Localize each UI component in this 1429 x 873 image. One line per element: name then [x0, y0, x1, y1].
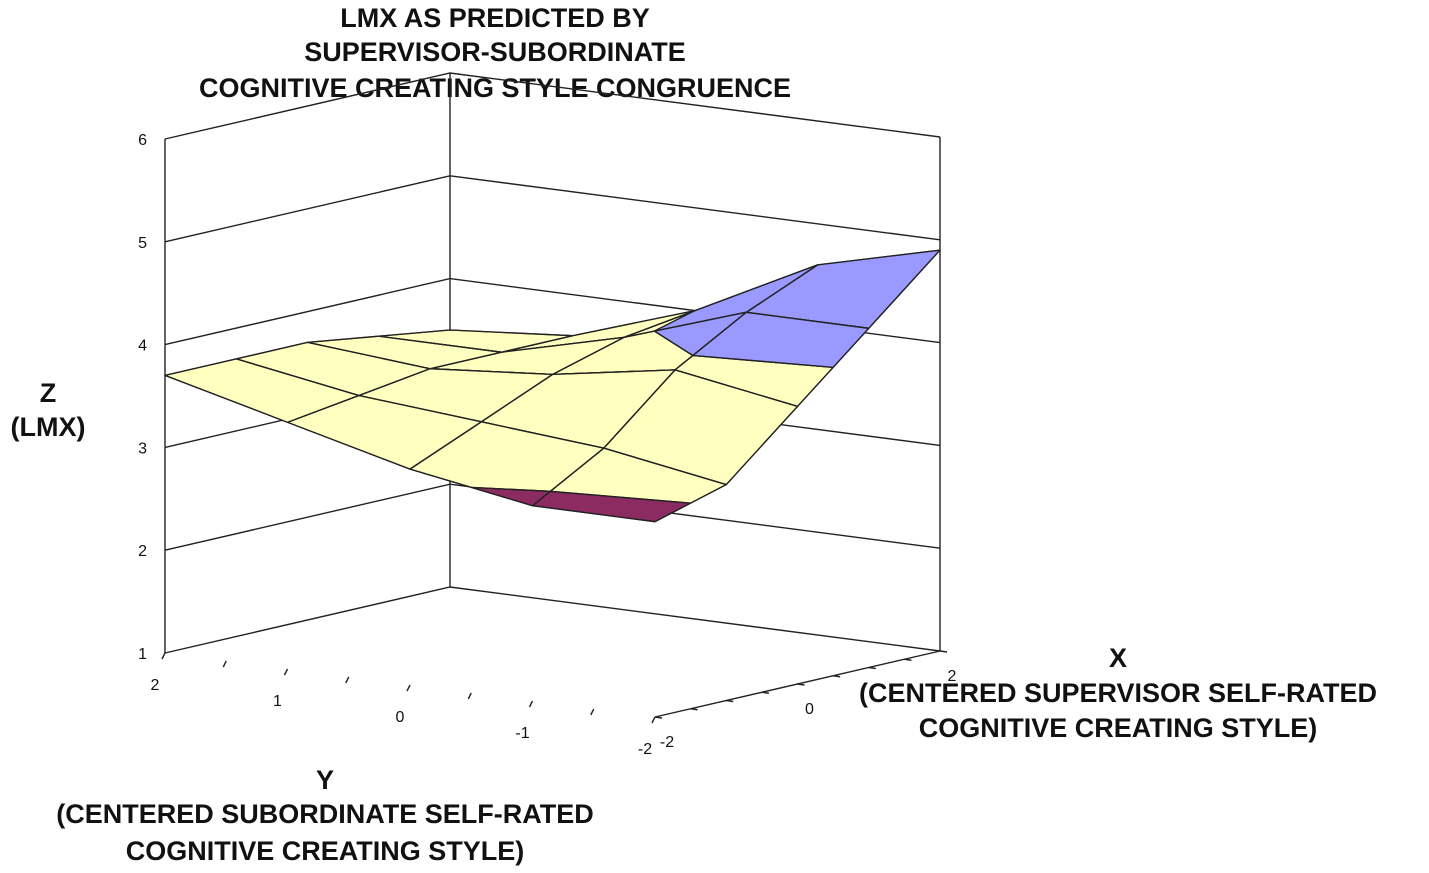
x-tick-label: 2: [948, 668, 957, 685]
z-axis-title-line-2: (LMX): [11, 412, 86, 442]
x-axis-title-line-2: (CENTERED SUPERVISOR SELF-RATED: [859, 678, 1377, 708]
title-line-2: SUPERVISOR-SUBORDINATE: [304, 37, 686, 67]
x-tick-mark: [654, 716, 663, 719]
x-tick-mark: [868, 666, 876, 670]
y-tick-mark: [222, 660, 227, 668]
surface-plot: [164, 249, 941, 523]
x-tick-mark: [833, 675, 841, 678]
y-axis-title-line-3: COGNITIVE CREATING STYLE): [126, 836, 525, 866]
x-tick-mark: [939, 650, 948, 653]
x-tick-mark: [761, 691, 769, 694]
y-tick-mark: [467, 692, 472, 700]
y-tick-label: -2: [638, 741, 652, 758]
x-axis-title: X (CENTERED SUPERVISOR SELF-RATED COGNIT…: [859, 643, 1377, 743]
gridline-z-1: [164, 586, 941, 654]
z-tick-label: 2: [138, 543, 147, 560]
y-tick-mark: [406, 684, 411, 692]
y-axis-title: Y (CENTERED SUBORDINATE SELF-RATED COGNI…: [56, 765, 594, 866]
y-tick-mark: [528, 700, 534, 708]
x-tick-label: 0: [805, 701, 814, 718]
surface-cell-outline: [164, 358, 360, 423]
gridline-z-5: [164, 175, 941, 243]
x-tick-mark: [904, 658, 912, 661]
y-axis-title-line-2: (CENTERED SUBORDINATE SELF-RATED: [56, 799, 594, 829]
band-boundary: [692, 354, 834, 368]
z-tick-label: 1: [138, 646, 147, 663]
y-tick-label: -1: [515, 725, 529, 742]
y-tick-label: 1: [273, 693, 282, 710]
x-tick-mark: [726, 699, 734, 703]
x-tick-mark: [690, 708, 698, 711]
band-boundary: [550, 490, 691, 504]
y-tick-mark: [590, 708, 595, 716]
band-boundary: [471, 486, 551, 492]
z-tick-label: 3: [138, 440, 147, 457]
title-line-1: LMX AS PREDICTED BY: [340, 3, 650, 33]
z-axis-title-line-1: Z: [40, 378, 57, 408]
y-tick-mark: [161, 652, 166, 660]
y-tick-mark: [345, 676, 350, 684]
z-tick-label: 4: [138, 338, 147, 355]
band-boundary: [654, 330, 694, 357]
y-tick-mark: [651, 716, 656, 724]
y-tick-mark: [283, 668, 289, 676]
x-axis-title-line-3: COGNITIVE CREATING STYLE): [919, 713, 1318, 743]
z-axis-title: Z (LMX): [11, 378, 86, 442]
chart-title: LMX AS PREDICTED BY SUPERVISOR-SUBORDINA…: [199, 3, 791, 103]
y-tick-label: 0: [396, 709, 405, 726]
x-tick-label: -2: [660, 734, 674, 751]
title-line-3: COGNITIVE CREATING STYLE CONGRUENCE: [199, 73, 791, 103]
z-tick-label: 6: [138, 132, 147, 149]
y-tick-label: 2: [151, 677, 160, 694]
x-tick-mark: [797, 683, 805, 686]
x-axis-title-line-1: X: [1109, 643, 1127, 673]
z-tick-label: 5: [138, 235, 147, 252]
y-axis-title-line-1: Y: [316, 765, 334, 795]
chart-walls: [161, 72, 948, 724]
